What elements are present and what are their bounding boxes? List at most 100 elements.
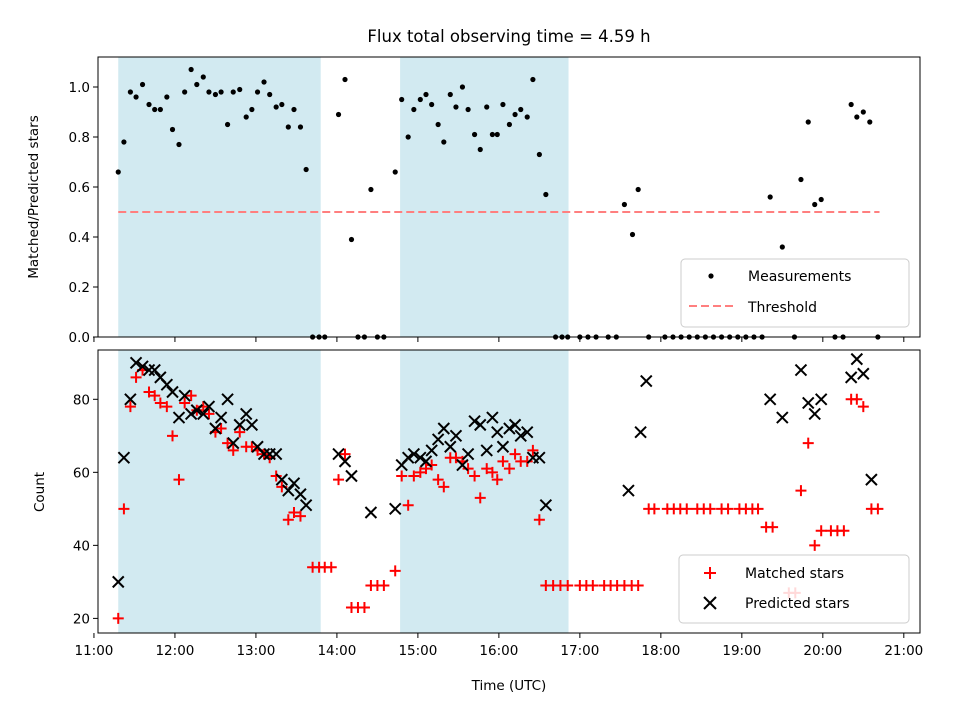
measurement-point xyxy=(200,74,206,80)
predicted-star-point xyxy=(634,425,647,439)
measurement-point xyxy=(812,201,818,208)
measurement-point xyxy=(423,91,429,98)
matched-star-point xyxy=(462,463,474,475)
predicted-star-point xyxy=(389,502,402,516)
x-tick-label: 14:00 xyxy=(317,643,356,659)
measurement-point xyxy=(254,89,261,95)
x-tick-label: 11:00 xyxy=(74,643,113,659)
measurement-point xyxy=(441,139,447,145)
predicted-star-point xyxy=(640,374,653,388)
matched-star-point xyxy=(426,459,438,471)
matched-star-point xyxy=(438,481,450,493)
measurement-point xyxy=(297,124,304,130)
matched-star-point xyxy=(481,463,493,475)
measurement-point xyxy=(273,104,279,110)
x-tick-label: 16:00 xyxy=(479,643,518,659)
matched-star-point xyxy=(872,503,884,515)
predicted-star-point xyxy=(425,444,438,457)
measurement-point xyxy=(411,106,417,113)
predicted-star-point xyxy=(190,404,204,417)
measurement-point xyxy=(218,89,224,95)
predicted-star-point xyxy=(521,425,534,439)
measurement-point xyxy=(291,106,297,113)
measurement-point xyxy=(459,84,466,90)
predicted-star-point xyxy=(136,360,149,373)
legend-threshold-label: Threshold xyxy=(747,300,817,316)
predicted-star-point xyxy=(503,422,516,435)
predicted-star-point xyxy=(419,455,433,468)
predicted-star-point xyxy=(814,393,828,406)
matched-star-point xyxy=(486,466,498,478)
measurement-point xyxy=(169,126,176,133)
measurement-point xyxy=(798,176,804,183)
predicted-star-point xyxy=(539,498,553,512)
bottom-panel-frame xyxy=(97,349,921,634)
predicted-star-point xyxy=(468,414,481,428)
measurement-point xyxy=(152,106,158,113)
top-legend: Measurements Threshold xyxy=(680,258,910,328)
measurement-point xyxy=(506,121,513,128)
predicted-star-point xyxy=(178,389,191,402)
measurement-point xyxy=(368,186,374,193)
predicted-star-point xyxy=(808,407,821,421)
matched-star-point xyxy=(130,371,142,383)
measurement-point xyxy=(805,119,811,125)
measurement-point xyxy=(518,106,524,113)
matched-star-point xyxy=(795,485,807,497)
legend-measurements-marker xyxy=(708,273,714,279)
predicted-star-point xyxy=(282,484,295,497)
matched-star-point xyxy=(450,452,462,464)
measurement-point xyxy=(261,79,267,85)
predicted-star-point xyxy=(117,451,131,464)
matched-star-point xyxy=(246,441,258,453)
matched-star-point xyxy=(533,514,545,526)
predicted-star-point xyxy=(233,418,246,432)
measurement-point xyxy=(303,166,309,173)
matched-star-point xyxy=(474,492,486,504)
matched-star-point xyxy=(704,503,716,515)
top-y-axis-label: Matched/Predicted stars xyxy=(26,115,42,278)
matched-star-point xyxy=(402,499,414,511)
predicted-star-point xyxy=(449,429,463,443)
predicted-star-point xyxy=(486,411,499,424)
matched-star-point xyxy=(270,470,282,482)
measurement-point xyxy=(157,106,163,113)
matched-star-point xyxy=(339,448,351,460)
measurement-point xyxy=(133,94,139,100)
predicted-star-point xyxy=(197,407,210,421)
matched-star-point xyxy=(234,426,246,438)
matched-star-point xyxy=(154,397,166,409)
x-axis-label: Time (UTC) xyxy=(471,678,547,694)
matched-star-point xyxy=(420,463,432,475)
measurement-point xyxy=(471,131,478,138)
measurement-point xyxy=(348,236,355,243)
predicted-star-point xyxy=(294,488,307,501)
predicted-star-point xyxy=(514,429,527,443)
measurement-point xyxy=(447,91,453,98)
matched-star-point xyxy=(562,580,574,592)
predicted-star-point xyxy=(431,433,445,446)
matched-star-point xyxy=(722,503,734,515)
shaded-span xyxy=(400,57,569,337)
measurement-point xyxy=(405,134,411,140)
matched-star-point xyxy=(161,401,173,413)
predicted-star-point xyxy=(148,363,161,377)
measurement-point xyxy=(621,201,628,208)
predicted-star-point xyxy=(865,473,878,486)
measurement-point xyxy=(818,196,824,203)
matched-star-point xyxy=(497,455,509,467)
matched-star-point xyxy=(432,474,444,486)
measurement-point xyxy=(139,81,146,88)
predicted-star-point xyxy=(414,451,427,464)
measurement-point xyxy=(176,141,182,148)
measurement-point xyxy=(465,106,471,113)
predicted-star-point xyxy=(160,378,174,391)
predicted-star-point xyxy=(461,447,475,461)
x-tick-label: 13:00 xyxy=(236,643,275,659)
measurement-point xyxy=(342,76,348,83)
matched-star-point xyxy=(752,503,764,515)
matched-star-point xyxy=(222,437,234,449)
predicted-star-point xyxy=(533,451,546,464)
measurement-point xyxy=(429,101,435,108)
